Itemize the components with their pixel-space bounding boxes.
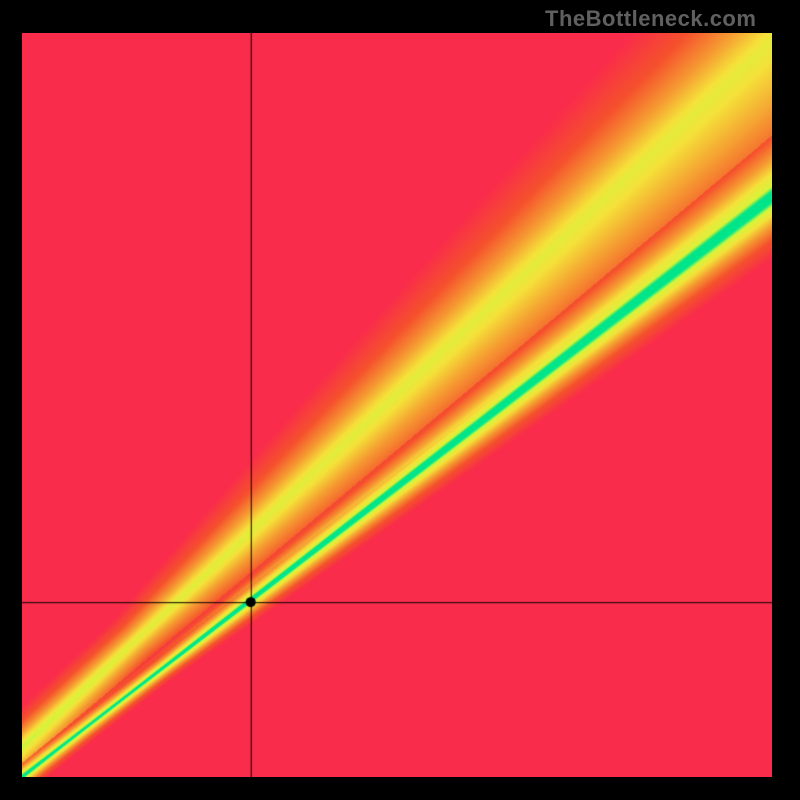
crosshair-overlay [22,33,772,777]
watermark-text: TheBottleneck.com [545,6,756,32]
